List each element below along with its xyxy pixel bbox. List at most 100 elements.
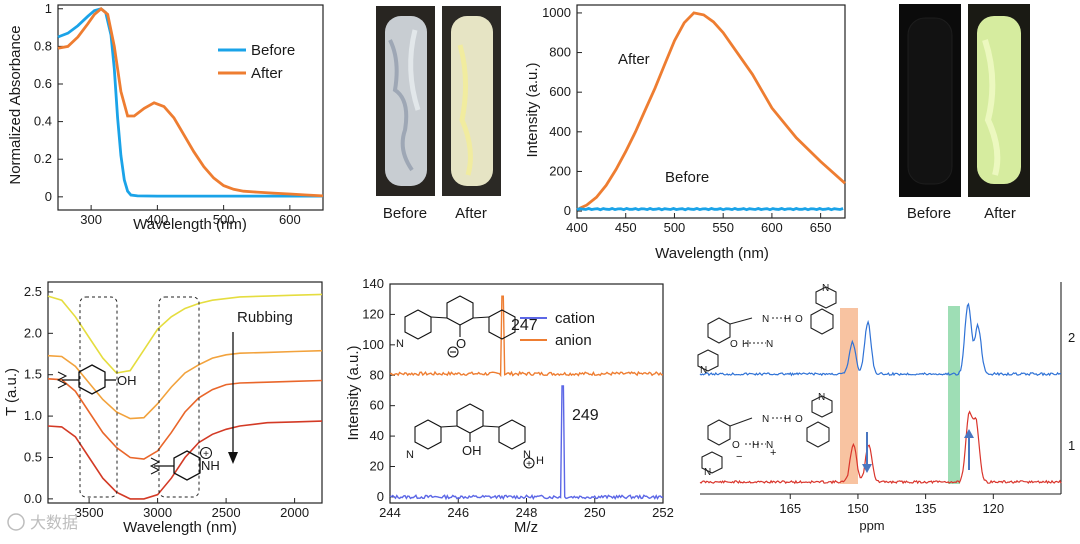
absorbance-x-tick-label: 600 bbox=[279, 212, 301, 227]
cation-oh-label: OH bbox=[462, 443, 482, 458]
mass-x-tick-label: 244 bbox=[379, 505, 401, 520]
ir-y-tick-label: 0.5 bbox=[24, 449, 42, 464]
photo-before-highlight bbox=[408, 29, 421, 111]
mass-x-tick-label: 250 bbox=[584, 505, 606, 520]
photo1-before-label: Before bbox=[383, 205, 427, 222]
mass-anion-line bbox=[389, 295, 664, 378]
minus-sign-icon: − bbox=[736, 451, 742, 463]
pyridinium-structure: NH + bbox=[149, 447, 220, 481]
mass-y-label: Intensity (a.u.) bbox=[345, 345, 362, 440]
minus-charge-icon bbox=[447, 346, 459, 358]
nmr-x-tick-label: 120 bbox=[982, 501, 1004, 516]
nmr2-n2-label: N bbox=[766, 339, 773, 350]
nmr1-h2-label: H bbox=[752, 440, 759, 451]
ir-line-1 bbox=[47, 293, 323, 374]
nmr1-n2-label: N bbox=[766, 440, 773, 451]
nmr2-o-label: O bbox=[795, 314, 803, 325]
anion-bond-right bbox=[472, 316, 490, 319]
ir-x-tick-label: 2000 bbox=[280, 505, 309, 520]
watermark-text: 大数据 bbox=[30, 514, 78, 532]
emission-x-tick-label: 500 bbox=[664, 220, 686, 235]
absorbance-x-tick-label: 300 bbox=[80, 212, 102, 227]
emission-y-tick-label: 600 bbox=[549, 84, 571, 99]
mass-y-tick-label: 120 bbox=[362, 306, 384, 321]
nmr-structure-1 bbox=[701, 395, 833, 474]
absorbance-plot-frame bbox=[57, 4, 324, 211]
photo2-after-glow bbox=[982, 39, 1001, 176]
ir-rubbing-label: Rubbing bbox=[237, 309, 293, 326]
ir-y-label: T (a.u.) bbox=[3, 368, 20, 416]
nmr2-ring-d bbox=[697, 349, 719, 372]
cation-central-ring bbox=[456, 403, 484, 434]
nmr1-ring-b bbox=[806, 421, 830, 448]
plus-charge-icon bbox=[523, 457, 535, 469]
nmr2-ring-a bbox=[707, 317, 731, 344]
emission-y-tick-label: 400 bbox=[549, 124, 571, 139]
emission-plot-frame bbox=[576, 4, 846, 219]
nmr1-o2-label: O bbox=[732, 440, 740, 451]
emission-y-tick-label: 800 bbox=[549, 45, 571, 60]
ir-nh-box bbox=[158, 296, 200, 498]
nmr2-h2-label: H bbox=[742, 339, 749, 350]
ir-x-tick-label: 3000 bbox=[143, 505, 172, 520]
mass-y-tick-label: 20 bbox=[370, 459, 384, 474]
ir-x-tick-label: 2500 bbox=[212, 505, 241, 520]
mass-y-tick-label: 40 bbox=[370, 428, 384, 443]
nmr2-ring-b bbox=[810, 308, 834, 335]
nmr1-ring-d bbox=[701, 451, 723, 474]
ir-oh-box bbox=[79, 296, 118, 498]
anion-left-ring bbox=[404, 309, 432, 340]
ir-y-tick-label: 1.5 bbox=[24, 367, 42, 382]
arrow-down-icon bbox=[862, 464, 872, 473]
nmr2-o2-label: O bbox=[730, 339, 738, 350]
ir-y-tick-label: 2.5 bbox=[24, 284, 42, 299]
mass-y-tick-label: 140 bbox=[362, 276, 384, 291]
emission-x-tick-label: 400 bbox=[566, 220, 588, 235]
cation-structure bbox=[414, 403, 535, 469]
absorbance-y-tick-label: 0.2 bbox=[34, 151, 52, 166]
plus-sign-icon: + bbox=[770, 447, 776, 459]
nmr-x-label: ppm bbox=[859, 518, 884, 533]
mass-y-tick-label: 60 bbox=[370, 398, 384, 413]
ir-x-tick-label: 3500 bbox=[75, 505, 104, 520]
ir-line-3 bbox=[47, 378, 323, 460]
absorbance-y-tick-label: 1 bbox=[45, 1, 52, 16]
emission-x-label: Wavelength (nm) bbox=[655, 245, 769, 262]
absorbance-y-tick-label: 0.4 bbox=[34, 114, 52, 129]
ir-chart: 3500 3000 2500 2000 0.0 0.5 1.0 1.5 2.0 2.5 Rubbi… bbox=[3, 281, 323, 536]
mass-cation-line bbox=[389, 385, 664, 501]
nmr-highlight-orange bbox=[840, 308, 858, 484]
emission-before-annotation: Before bbox=[665, 169, 709, 186]
mass-y-tick-label: 0 bbox=[377, 489, 384, 504]
emission-x-tick-label: 650 bbox=[810, 220, 832, 235]
legend-cation-label: cation bbox=[555, 310, 595, 327]
photo2-before-tube bbox=[907, 17, 953, 185]
anion-central-ring bbox=[446, 295, 474, 326]
pyridinium-ring bbox=[173, 450, 201, 481]
nmr2-h-label: H bbox=[784, 314, 791, 325]
emission-x-tick-label: 550 bbox=[712, 220, 734, 235]
photo-pair-2: Before After bbox=[899, 4, 1030, 222]
absorbance-x-tick-label: 500 bbox=[213, 212, 235, 227]
ir-line-4 bbox=[47, 420, 323, 500]
photo-pair-1: Before After bbox=[376, 6, 501, 222]
absorbance-y-tick-label: 0 bbox=[45, 189, 52, 204]
nmr-label-1: 1 bbox=[1068, 438, 1075, 453]
emission-y-label: Intensity (a.u.) bbox=[524, 62, 541, 157]
oh-label: OH bbox=[117, 373, 137, 388]
nmr2-bond bbox=[729, 317, 753, 325]
ir-plot-frame bbox=[47, 281, 323, 504]
mass-y-tick-label: 80 bbox=[370, 367, 384, 382]
anion-n-label: N bbox=[396, 338, 404, 350]
emission-after-annotation: After bbox=[618, 51, 650, 68]
nmr1-h-label: H bbox=[784, 414, 791, 425]
anion-o-label: O bbox=[456, 336, 466, 351]
plus-sign-icon: + bbox=[203, 449, 209, 460]
anion-structure bbox=[404, 295, 516, 358]
nmr2-n-label: N bbox=[762, 314, 769, 325]
absorbance-before-line bbox=[57, 7, 323, 198]
ir-x-label: Wavelength (nm) bbox=[123, 519, 237, 536]
nmr-chart: 165 150 135 120 2 1 N H O O H N N N bbox=[697, 282, 1075, 533]
